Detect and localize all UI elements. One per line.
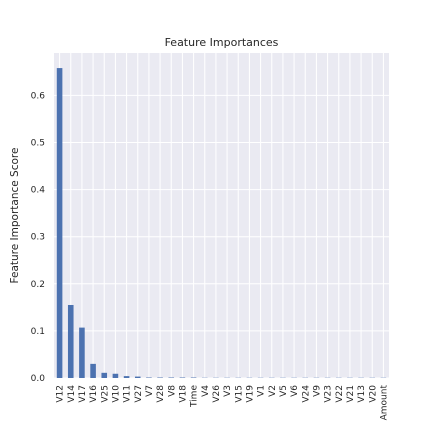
bar-v27 <box>134 376 141 378</box>
x-tick-label: V15 <box>234 385 244 403</box>
y-tick-label: 0.1 <box>31 327 45 337</box>
x-tick-label: V16 <box>89 385 99 403</box>
bars-group <box>56 68 387 379</box>
x-tick-label: V23 <box>324 385 334 403</box>
y-tick-label: 0.6 <box>31 91 46 101</box>
plot-area <box>54 53 389 378</box>
x-tick-label: V28 <box>156 385 166 403</box>
bar-v12 <box>56 68 63 379</box>
x-tick-label: Amount <box>379 385 389 421</box>
x-tick-label: V6 <box>290 385 300 397</box>
x-tick-label: V10 <box>111 385 121 403</box>
x-tick-label: V21 <box>346 385 356 403</box>
y-tick-label: 0.2 <box>31 280 45 290</box>
x-tick-label: V26 <box>212 385 222 403</box>
bar-v10 <box>112 373 119 378</box>
bar-v17 <box>79 327 85 378</box>
x-tick-label: V19 <box>245 385 255 403</box>
x-tick-label: V11 <box>123 385 133 403</box>
x-tick-label: V5 <box>279 385 289 397</box>
x-tick-label: V13 <box>357 385 367 403</box>
bar-v25 <box>101 372 108 378</box>
x-tick-labels: V12 V14 V17 V16 V25 V10 V11 V27 V7 V28 V8 V18 Time V4… <box>56 385 390 421</box>
x-tick-label: V22 <box>335 385 345 403</box>
bar-v11 <box>123 376 130 378</box>
x-tick-label: V27 <box>134 385 144 403</box>
x-tick-label: V20 <box>368 385 378 403</box>
x-tick-label: V2 <box>268 385 278 397</box>
bar-v14 <box>67 304 74 378</box>
x-tick-label: V25 <box>100 385 110 403</box>
x-tick-label: V14 <box>67 385 77 403</box>
x-tick-label: V4 <box>201 385 211 397</box>
y-tick-label: 0.3 <box>31 233 45 243</box>
x-tick-label: V7 <box>145 385 155 397</box>
x-tick-label: V9 <box>312 385 322 397</box>
chart-title: Feature Importances <box>165 36 279 49</box>
grid-lines <box>54 53 389 379</box>
x-tick-label: V3 <box>223 385 233 397</box>
x-tick-label: V8 <box>167 385 177 397</box>
bar-v16 <box>90 363 96 378</box>
x-tick-label: V1 <box>257 385 267 397</box>
y-tick-labels: 0.0 0.1 0.2 0.3 0.4 0.5 0.6 <box>31 91 46 384</box>
x-tick-label: V12 <box>56 385 66 403</box>
x-tick-label: V24 <box>301 385 311 403</box>
x-tick-label: V17 <box>78 385 88 403</box>
x-tick-label: Time <box>190 385 200 408</box>
y-tick-label: 0.4 <box>31 186 46 196</box>
y-tick-label: 0.5 <box>31 138 45 148</box>
y-tick-label: 0.0 <box>31 374 46 384</box>
y-axis-label: Feature Importance Score <box>9 148 21 284</box>
x-tick-label: V18 <box>178 385 188 403</box>
